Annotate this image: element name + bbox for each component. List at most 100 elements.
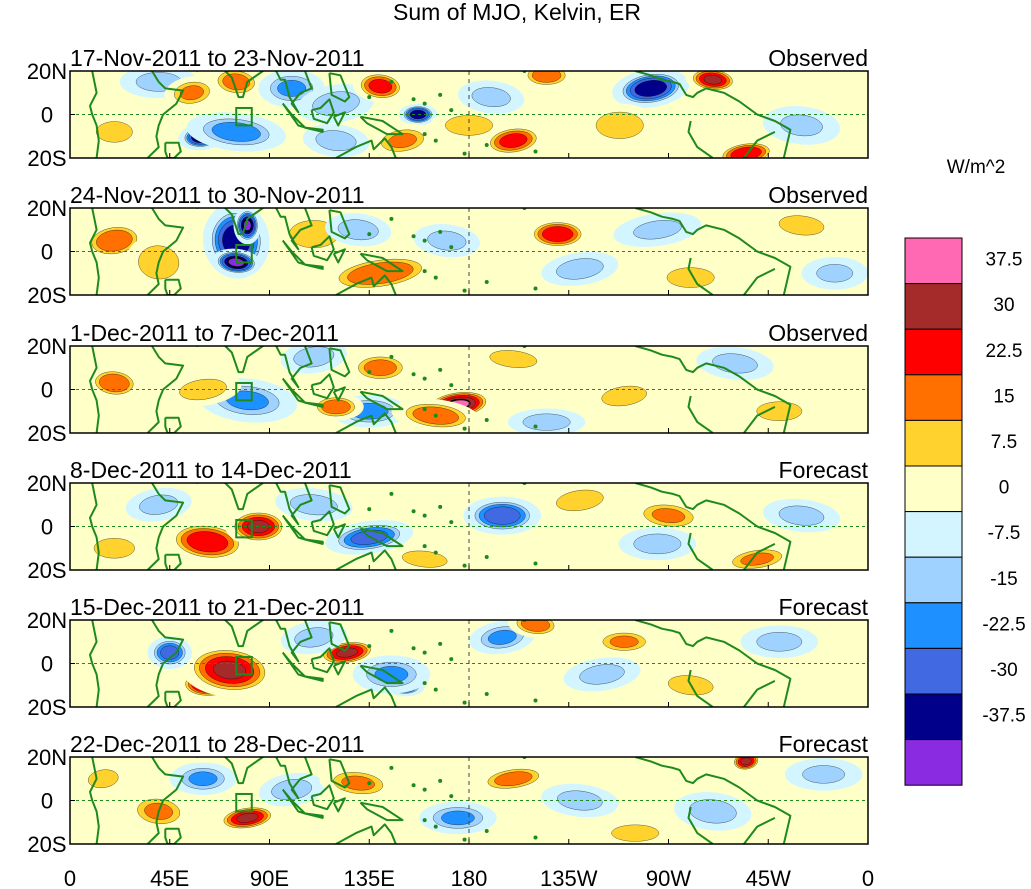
- colorbar-label: -7.5: [988, 523, 1021, 544]
- contour-level: [778, 215, 825, 236]
- coastline: [304, 401, 324, 408]
- panel-3: 20N 0 20S 1-Dec-2011 to 7-Dec-2011 Observed: [27, 320, 869, 446]
- coastline: [359, 115, 404, 136]
- contour-level: [556, 258, 604, 280]
- anomaly-18: [580, 103, 659, 148]
- anomaly-field: [81, 71, 841, 158]
- coastline: [635, 71, 792, 158]
- y-tick-label: 0: [41, 240, 53, 265]
- colorbar-label: -37.5: [982, 706, 1025, 727]
- contour-level: [341, 775, 375, 791]
- island: [484, 554, 489, 559]
- contour-level: [633, 533, 682, 555]
- island: [367, 95, 372, 100]
- island: [462, 288, 467, 293]
- island: [433, 687, 438, 692]
- coastline: [335, 549, 397, 570]
- coastline: [743, 817, 776, 844]
- x-tick-label: 180: [451, 866, 488, 889]
- colorbar-swatch: [904, 283, 963, 330]
- coastline: [335, 137, 397, 158]
- coastline: [687, 120, 714, 158]
- coastline: [196, 71, 313, 114]
- contour-level: [290, 494, 338, 516]
- contour-level: [816, 264, 854, 283]
- panel-status: Observed: [768, 182, 868, 208]
- contour-level: [402, 550, 448, 568]
- coastline: [196, 620, 313, 663]
- coastline: [89, 483, 100, 570]
- contour-level: [542, 226, 574, 242]
- contour-level: [532, 71, 562, 83]
- coastlines: [89, 208, 792, 295]
- contour-level: [471, 87, 511, 107]
- anomaly-7: [319, 252, 441, 294]
- coastline: [332, 386, 346, 402]
- panels: 20N 0 20S 17-Nov-2011 to 23-Nov-2011 Observe…: [27, 45, 869, 857]
- coastline: [146, 483, 185, 570]
- contour-level: [186, 531, 229, 553]
- island: [462, 151, 467, 156]
- coastline: [332, 111, 346, 127]
- coastline: [89, 208, 100, 295]
- anomaly-6: [463, 496, 542, 535]
- coastlines: [89, 71, 792, 158]
- anomaly-7: [469, 620, 536, 655]
- island: [389, 216, 394, 221]
- x-tick-label: 45E: [150, 866, 189, 889]
- coastlines: [89, 757, 792, 844]
- island: [462, 426, 467, 431]
- coastline: [328, 209, 351, 240]
- island: [422, 101, 427, 106]
- coastline: [359, 801, 404, 822]
- island: [438, 641, 443, 646]
- island: [433, 275, 438, 280]
- contour-level: [557, 790, 603, 811]
- island: [411, 372, 416, 377]
- contour-level: [99, 373, 130, 393]
- anomaly-12: [507, 408, 586, 433]
- contour-level: [651, 508, 686, 523]
- y-tick-label: 0: [41, 515, 53, 540]
- island: [422, 681, 427, 686]
- contour-level: [756, 401, 803, 421]
- contour-level: [441, 810, 475, 826]
- index-box: [235, 243, 253, 264]
- y-tick-label: 20N: [27, 196, 67, 221]
- island: [422, 544, 427, 549]
- anomaly-13: [585, 378, 663, 414]
- colorbar-swatch: [904, 237, 963, 285]
- coastline: [196, 483, 313, 526]
- island: [422, 238, 427, 243]
- contour-level: [520, 620, 551, 632]
- panel-6: 20N 0 20S 22-Dec-2011 to 28-Dec-2011 Forecas…: [27, 731, 869, 857]
- island: [389, 765, 394, 770]
- index-box: [235, 655, 253, 676]
- island: [389, 354, 394, 359]
- coastline: [359, 664, 404, 685]
- coastline: [89, 757, 100, 844]
- island: [462, 700, 467, 705]
- coastline: [635, 620, 792, 707]
- island: [433, 138, 438, 143]
- x-tick-label: 45W: [746, 866, 791, 889]
- coastline: [310, 647, 335, 674]
- y-tick-label: 0: [41, 652, 53, 677]
- island: [438, 367, 443, 372]
- x-tick-label: 90W: [646, 866, 691, 889]
- panel-period: 17-Nov-2011 to 23-Nov-2011: [70, 45, 365, 71]
- island: [484, 828, 489, 833]
- colorbar-swatch: [904, 465, 963, 513]
- coastline: [359, 252, 404, 273]
- coastline: [328, 72, 351, 103]
- coastline: [335, 686, 397, 707]
- panel-status: Forecast: [779, 731, 869, 757]
- island: [438, 92, 443, 97]
- colorbar-label: -30: [990, 660, 1017, 681]
- island: [367, 370, 372, 375]
- contour-level: [595, 111, 644, 139]
- contour-level: [689, 799, 737, 824]
- anomaly-21: [81, 112, 148, 151]
- panel-status: Observed: [768, 320, 868, 346]
- y-tick-label: 20S: [27, 283, 66, 308]
